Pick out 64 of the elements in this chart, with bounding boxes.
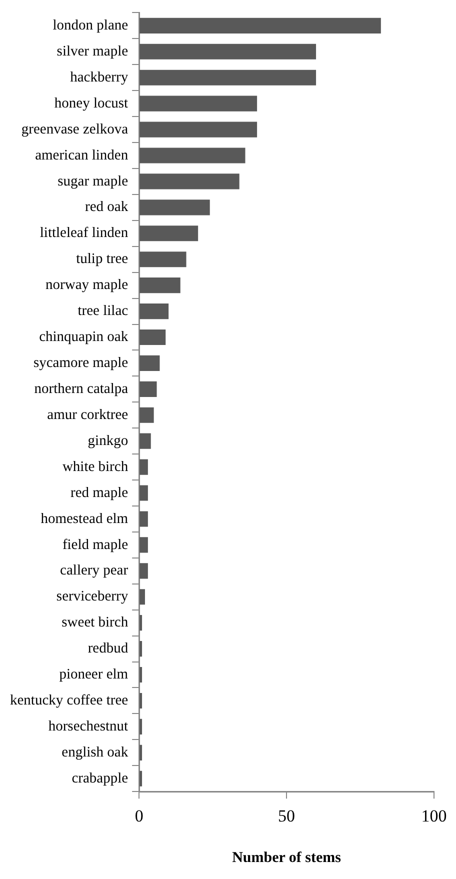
bar xyxy=(140,692,142,709)
y-tick-label: northern catalpa xyxy=(34,380,129,397)
y-tick-label: silver maple xyxy=(56,43,128,60)
x-tick-label: 100 xyxy=(421,806,447,826)
bar xyxy=(140,537,148,553)
y-tick-label: sugar maple xyxy=(58,173,128,190)
y-tick-label: amur corktree xyxy=(47,406,128,423)
bar xyxy=(140,122,258,138)
y-tick-label: london plane xyxy=(52,17,128,34)
y-tick-label: tree lilac xyxy=(78,303,128,320)
y-tick-label: chinquapin oak xyxy=(39,329,129,346)
y-tick-label: hackberry xyxy=(70,69,129,86)
bar xyxy=(140,303,169,320)
bar xyxy=(140,589,145,605)
y-tick-label: crabapple xyxy=(72,770,128,786)
bar xyxy=(140,718,142,734)
y-tick-label: honey locust xyxy=(54,95,128,112)
y-tick-label: tulip tree xyxy=(76,251,128,268)
bar xyxy=(140,770,142,786)
bar xyxy=(140,459,148,475)
bar xyxy=(140,70,316,86)
y-tick-label: callery pear xyxy=(60,562,128,579)
y-tick-label: red maple xyxy=(70,484,128,501)
x-tick-label: 0 xyxy=(134,806,144,826)
bar xyxy=(140,666,142,683)
y-tick-label: sycamore maple xyxy=(33,355,128,372)
bar xyxy=(140,96,258,112)
bar xyxy=(140,407,154,423)
bar xyxy=(140,200,210,216)
bar xyxy=(140,226,198,242)
y-tick-label: ginkgo xyxy=(88,432,128,449)
y-tick-label: horsechestnut xyxy=(48,718,128,735)
bar xyxy=(140,148,246,164)
bar xyxy=(140,381,157,397)
y-tick-label: greenvase zelkova xyxy=(21,121,129,138)
x-axis-title: Number of stems xyxy=(232,850,342,866)
bar xyxy=(140,44,316,60)
y-tick-label: english oak xyxy=(62,744,129,760)
y-tick-label: field maple xyxy=(62,536,128,553)
bar xyxy=(140,278,180,294)
bar xyxy=(140,252,186,268)
y-tick-label: red oak xyxy=(85,199,129,216)
y-tick-label: norway maple xyxy=(46,277,128,294)
y-tick-label: serviceberry xyxy=(56,588,129,605)
y-tick-label: white birch xyxy=(62,458,129,475)
bar xyxy=(140,744,142,760)
y-tick-label: american linden xyxy=(35,147,129,164)
y-tick-label: sweet birch xyxy=(62,614,129,631)
y-tick-label: littleleaf linden xyxy=(40,225,129,242)
y-tick-label: kentucky coffee tree xyxy=(10,692,128,709)
y-tick-label: homestead elm xyxy=(40,510,129,527)
bar xyxy=(140,355,160,371)
bar xyxy=(140,641,142,657)
bar xyxy=(140,485,148,501)
bar xyxy=(140,615,142,631)
bar xyxy=(140,511,148,527)
x-tick-label: 50 xyxy=(278,806,296,826)
bar xyxy=(140,174,240,190)
bar xyxy=(140,433,151,449)
y-tick-label: pioneer elm xyxy=(59,666,129,683)
bar xyxy=(140,18,381,34)
y-tick-label: redbud xyxy=(88,640,129,657)
bar xyxy=(140,563,148,579)
bar xyxy=(140,329,166,346)
